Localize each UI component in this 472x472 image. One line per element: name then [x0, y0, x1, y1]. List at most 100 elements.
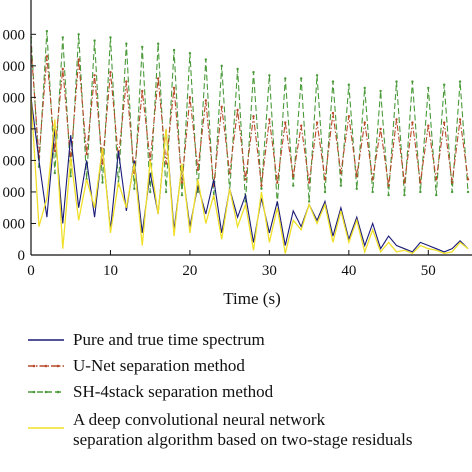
- series-point-3: [148, 190, 152, 194]
- series-point-2: [315, 121, 319, 124]
- series-line-2: [31, 46, 469, 186]
- series-point-3: [77, 33, 80, 36]
- series-point-2: [387, 184, 390, 187]
- legend-swatch-marker: [44, 390, 48, 394]
- series-point-3: [411, 80, 414, 83]
- y-tick-label: 000: [3, 216, 26, 232]
- series-point-3: [133, 187, 136, 190]
- series-point-2: [299, 124, 303, 127]
- series-point-2: [411, 121, 414, 124]
- series-point-2: [435, 178, 438, 181]
- axes-layer: [30, 0, 472, 256]
- series-point-2: [252, 115, 255, 118]
- x-tick-label: 20: [182, 263, 197, 279]
- x-tick-label: 40: [341, 263, 356, 279]
- series-point-2: [268, 118, 271, 121]
- series-point-2: [395, 118, 398, 121]
- series-point-2: [371, 178, 374, 181]
- series-point-2: [141, 89, 144, 93]
- x-tick-label: 0: [27, 263, 35, 279]
- x-axis-title: Time (s): [223, 289, 280, 308]
- series-point-3: [331, 80, 335, 83]
- series-line-4: [31, 97, 469, 255]
- series-point-3: [53, 171, 57, 175]
- series-point-3: [260, 187, 263, 190]
- series-point-2: [93, 74, 96, 77]
- series-point-3: [284, 77, 287, 80]
- series-point-2: [458, 118, 462, 121]
- legend-swatch-marker: [32, 390, 36, 394]
- series-point-3: [339, 184, 343, 187]
- series-point-3: [363, 86, 366, 90]
- series-point-2: [45, 55, 49, 58]
- series-point-3: [69, 174, 72, 178]
- series-point-3: [458, 80, 462, 83]
- legend-swatch-marker: [56, 390, 60, 394]
- series-point-3: [299, 77, 303, 80]
- y-tick-label: 000: [3, 122, 26, 138]
- series-point-3: [101, 181, 104, 184]
- series-point-3: [315, 74, 319, 77]
- series-point-3: [466, 190, 470, 194]
- series-point-3: [307, 200, 311, 203]
- series-point-3: [252, 70, 255, 74]
- series-point-2: [339, 171, 343, 175]
- series-point-3: [371, 190, 374, 194]
- series-point-2: [363, 121, 366, 124]
- series-point-2: [196, 168, 200, 172]
- series-point-3: [395, 80, 398, 83]
- series-point-3: [347, 83, 351, 86]
- series-point-2: [419, 181, 422, 184]
- series-point-3: [172, 48, 176, 52]
- series-point-2: [427, 124, 430, 127]
- series-point-3: [403, 193, 406, 197]
- series-point-3: [109, 36, 112, 39]
- series-point-3: [188, 52, 192, 55]
- series-point-3: [204, 58, 208, 61]
- series-point-3: [156, 42, 160, 45]
- series-point-2: [442, 121, 446, 124]
- series-point-3: [236, 67, 239, 71]
- series-point-3: [379, 89, 382, 93]
- series-point-2: [85, 152, 88, 156]
- series-point-2: [236, 108, 239, 112]
- y-tick-label: 000: [3, 90, 26, 106]
- series-point-2: [355, 174, 358, 178]
- series-point-3: [268, 74, 271, 77]
- legend-label: Pure and true time spectrum: [73, 330, 265, 349]
- series-point-2: [331, 111, 335, 115]
- series-point-3: [93, 39, 96, 42]
- series-point-2: [379, 127, 382, 131]
- series-layer: [31, 29, 470, 255]
- series-point-2: [323, 178, 327, 181]
- legend-item-4: A deep convolutional neural network separ…: [28, 410, 412, 449]
- series-point-2: [204, 99, 208, 102]
- series-point-2: [220, 105, 223, 109]
- series-point-2: [466, 178, 470, 181]
- series-point-3: [180, 193, 184, 197]
- series-point-3: [125, 42, 128, 45]
- series-point-2: [284, 121, 287, 124]
- series-point-2: [101, 162, 104, 165]
- series-point-2: [53, 149, 57, 153]
- series-point-2: [307, 181, 311, 184]
- legend: Pure and true time spectrum U-Net separat…: [28, 330, 412, 449]
- series-point-2: [125, 80, 128, 83]
- series-point-2: [276, 181, 279, 184]
- series-point-2: [260, 184, 263, 187]
- series-point-3: [292, 184, 295, 187]
- series-point-2: [156, 77, 160, 80]
- legend-label: A deep convolutional neural network separ…: [73, 410, 412, 449]
- series-point-3: [141, 45, 144, 49]
- legend-swatch-marker: [44, 364, 48, 368]
- series-point-3: [323, 190, 327, 194]
- y-tick-label: 000: [3, 153, 26, 169]
- series-point-2: [244, 178, 247, 181]
- series-point-2: [172, 86, 176, 90]
- series-point-2: [347, 115, 351, 118]
- series-point-2: [292, 174, 295, 178]
- series-point-3: [387, 193, 390, 197]
- series-point-3: [435, 193, 438, 197]
